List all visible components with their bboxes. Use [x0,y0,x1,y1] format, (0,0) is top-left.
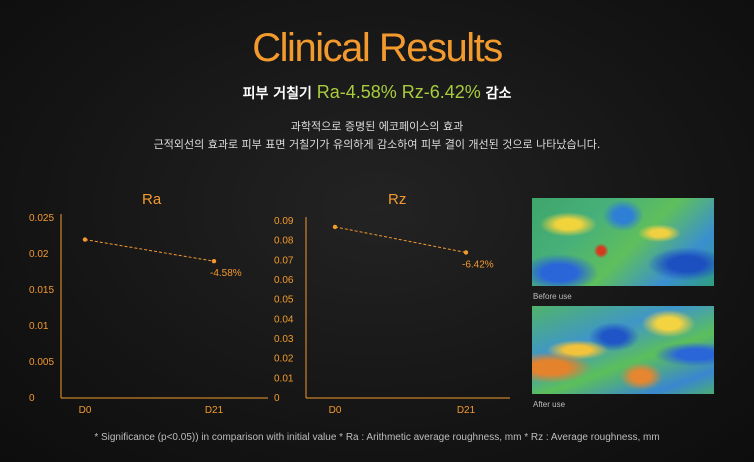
subtitle-suffix: 감소 [485,86,512,102]
footnote: * Significance (p<0.05)) in comparison w… [94,432,660,443]
y-tick-label: 0.02 [274,354,294,365]
before-use-caption: Before use [533,292,572,301]
description-line-1: 과학적으로 증명된 에코페이스의 효과 [290,120,464,133]
y-tick-label: 0.02 [29,249,49,260]
x-tick-label: D0 [79,405,92,416]
y-tick-label: 0.04 [274,314,294,325]
y-tick-label: 0.03 [274,334,294,345]
y-tick-label: 0.06 [274,275,294,286]
data-label: -4.58% [210,268,242,279]
page-title: Clinical Results [252,26,503,70]
y-tick-label: 0 [274,393,280,404]
x-tick-label: D21 [205,405,224,416]
y-tick-label: 0.005 [29,357,54,368]
ra-chart-title: Ra [142,191,162,208]
data-label: -6.42% [462,259,494,270]
y-tick-label: 0.09 [274,216,294,227]
data-point [463,250,469,255]
y-tick-label: 0.01 [274,373,294,384]
y-tick-label: 0.05 [274,295,294,306]
y-tick-label: 0.015 [29,285,54,296]
x-tick-label: D0 [329,405,342,416]
description: 과학적으로 증명된 에코페이스의 효과 근적외선의 효과로 피부 표면 거칠기가… [0,118,754,154]
series-line [84,239,215,262]
data-point [332,224,338,230]
before-use-image [532,198,714,286]
y-tick-label: 0.07 [274,255,294,266]
subtitle-prefix: 피부 거칠기 [242,86,312,102]
series-line [334,226,467,253]
subtitle-highlight: Ra-4.58% Rz-6.42% [316,82,481,102]
data-point [82,237,88,242]
rz-chart-title: Rz [388,191,407,208]
results-subtitle: 피부 거칠기 Ra-4.58% Rz-6.42% 감소 [0,82,754,103]
y-tick-label: 0.01 [29,321,49,332]
after-use-image [532,306,714,394]
y-tick-label: 0 [29,393,35,404]
y-tick-label: 0.025 [29,213,54,224]
x-tick-label: D21 [457,405,476,416]
data-point [211,259,217,264]
description-line-2: 근적외선의 효과로 피부 표면 거칠기가 유의하게 감소하여 피부 결이 개선된… [153,138,601,151]
y-tick-label: 0.08 [274,236,294,247]
after-use-caption: After use [533,400,566,409]
